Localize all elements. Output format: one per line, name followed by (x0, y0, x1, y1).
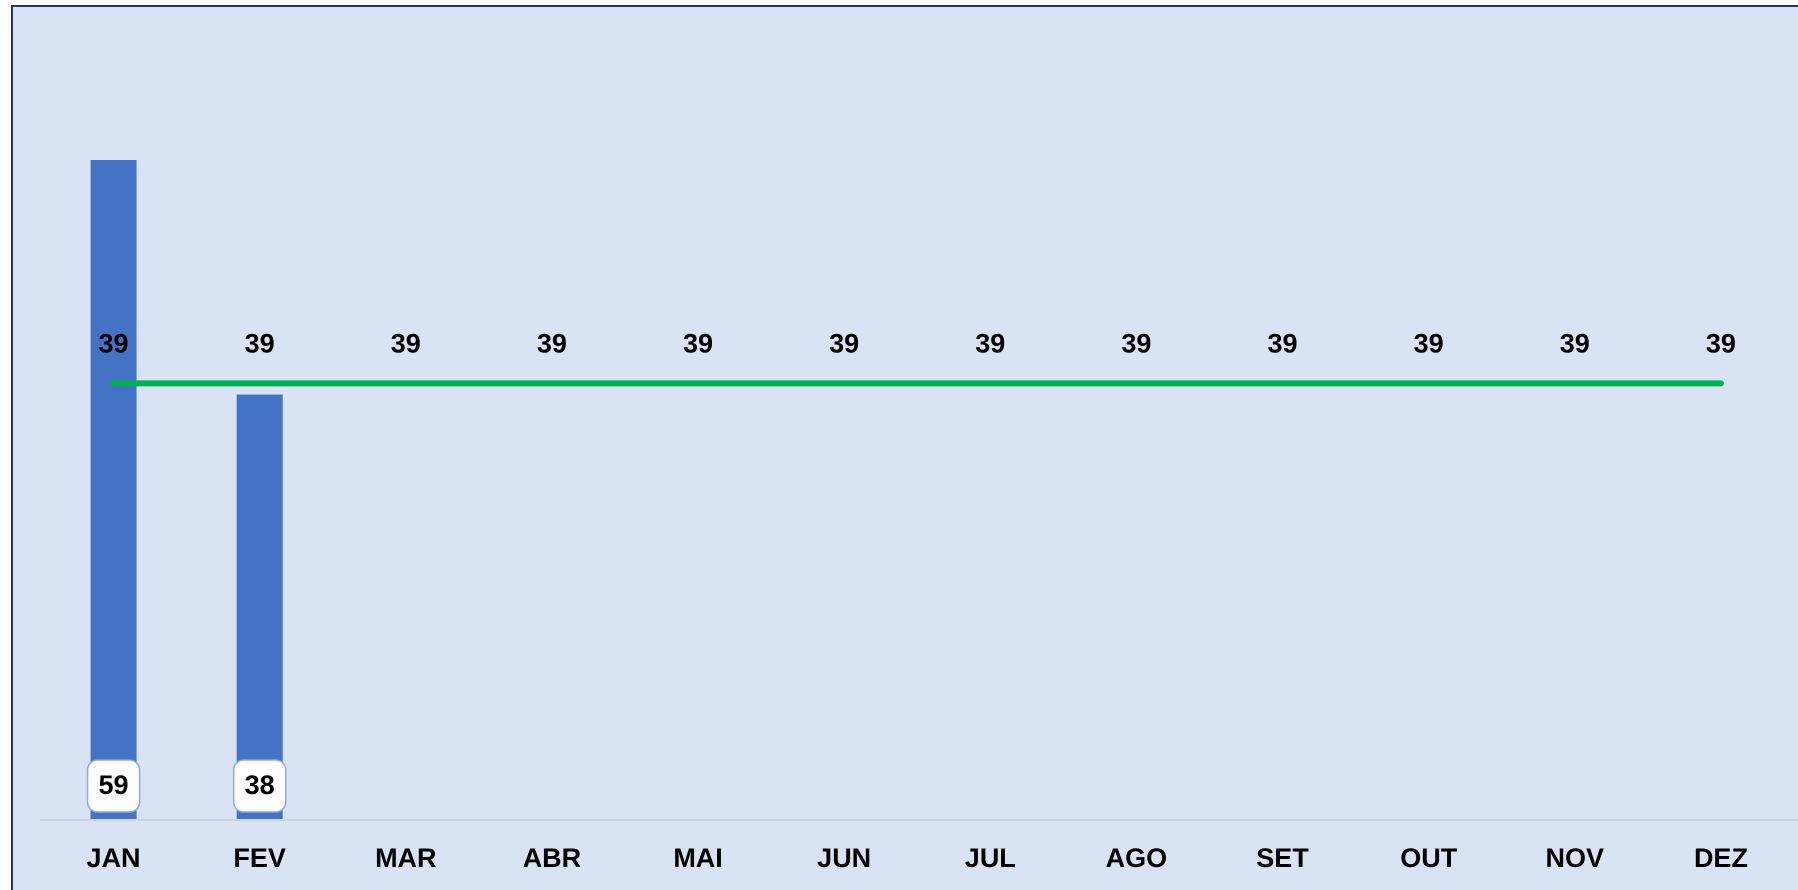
x-tick-label: DEZ (1694, 843, 1748, 873)
chart-frame (11, 5, 1798, 890)
x-tick-label: OUT (1400, 843, 1458, 873)
data-label: 39 (975, 329, 1005, 359)
data-label: 39 (1121, 329, 1151, 359)
x-tick-label: MAR (375, 843, 437, 873)
data-label: 38 (245, 770, 275, 800)
x-tick-label: SET (1256, 843, 1309, 873)
data-label: 39 (1706, 329, 1736, 359)
x-tick-label: JAN (87, 843, 141, 873)
data-label: 39 (245, 329, 275, 359)
data-label: 39 (391, 329, 421, 359)
data-label: 39 (537, 329, 567, 359)
x-tick-label: FEV (233, 843, 286, 873)
x-tick-label: ABR (523, 843, 582, 873)
data-label: 39 (1414, 329, 1444, 359)
x-tick-label: JUL (965, 843, 1016, 873)
data-label: 39 (683, 329, 713, 359)
x-tick-label: JUN (817, 843, 871, 873)
data-label: 39 (829, 329, 859, 359)
data-label: 39 (99, 329, 129, 359)
data-label-box (232, 759, 287, 813)
data-label: 39 (1560, 329, 1590, 359)
x-tick-label: AGO (1106, 843, 1168, 873)
bar (236, 394, 283, 819)
bar (90, 160, 137, 819)
x-tick-label: NOV (1546, 843, 1605, 873)
data-label-box (86, 759, 141, 813)
x-tick-label: MAI (673, 843, 723, 873)
data-label: 39 (1268, 329, 1298, 359)
data-label: 59 (99, 770, 129, 800)
